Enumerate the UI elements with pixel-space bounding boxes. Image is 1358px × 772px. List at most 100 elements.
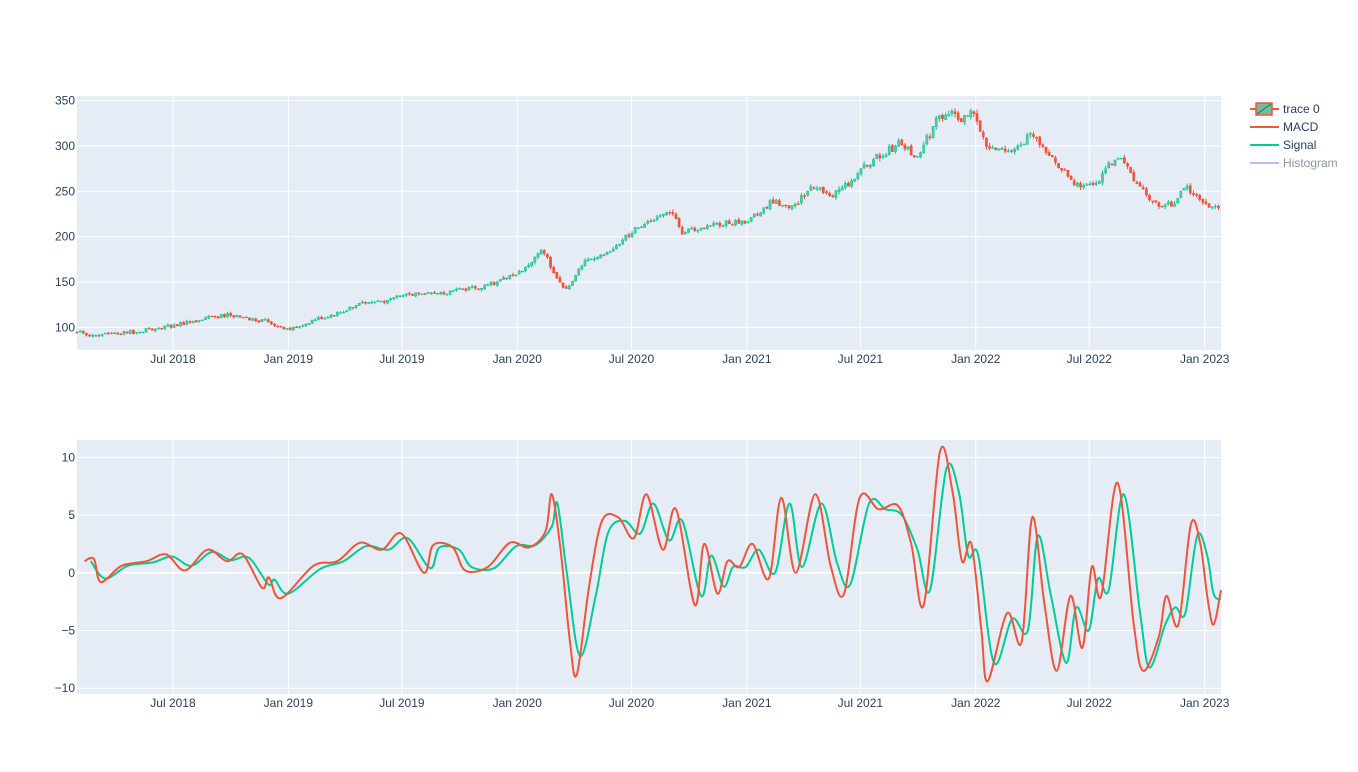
candle-body bbox=[771, 199, 775, 204]
candle-body bbox=[749, 217, 753, 222]
candle-body bbox=[241, 317, 245, 319]
candle-body bbox=[1173, 203, 1176, 207]
candle-body bbox=[809, 186, 813, 191]
candle-body bbox=[831, 195, 835, 198]
candle-body bbox=[285, 328, 289, 330]
candle-body bbox=[430, 292, 433, 294]
y-tick-label: 300 bbox=[55, 139, 75, 153]
legend-item-macd[interactable]: MACD bbox=[1250, 120, 1319, 134]
candle-body bbox=[420, 293, 424, 295]
candle-body bbox=[555, 272, 559, 279]
candle-body bbox=[699, 228, 703, 231]
candle-body bbox=[693, 227, 697, 231]
candle-body bbox=[326, 316, 330, 319]
candle-body bbox=[179, 322, 182, 326]
candle-body bbox=[746, 221, 750, 224]
candle-body bbox=[1188, 185, 1192, 194]
candle-body bbox=[1044, 146, 1048, 153]
candle-body bbox=[947, 114, 951, 116]
candle-body bbox=[288, 327, 292, 331]
candle-body bbox=[1038, 136, 1042, 146]
candle-body bbox=[1192, 193, 1195, 195]
candle-body bbox=[1132, 171, 1136, 182]
candle-body bbox=[1204, 201, 1208, 204]
candle-body bbox=[176, 324, 179, 327]
candle-body bbox=[166, 324, 170, 327]
candle-body bbox=[194, 320, 198, 323]
candle-body bbox=[335, 311, 339, 316]
candle-body bbox=[815, 188, 819, 190]
candle-body bbox=[1119, 158, 1123, 160]
candle-body bbox=[210, 315, 214, 318]
candle-body bbox=[373, 301, 377, 303]
candle-body bbox=[934, 117, 938, 128]
candle-body bbox=[185, 320, 189, 325]
candle-body bbox=[978, 120, 982, 132]
candle-body bbox=[113, 332, 116, 334]
candle-body bbox=[1082, 184, 1085, 188]
candle-body bbox=[696, 230, 700, 232]
candle-body bbox=[872, 159, 875, 167]
x-tick-label: Jan 2021 bbox=[722, 696, 772, 710]
y-tick-label: 5 bbox=[68, 508, 75, 522]
candle-body bbox=[737, 219, 741, 224]
candle-body bbox=[135, 332, 138, 334]
candle-body bbox=[721, 225, 725, 227]
candle-body bbox=[938, 115, 941, 119]
candle-body bbox=[273, 323, 276, 327]
candle-body bbox=[1050, 155, 1054, 158]
candle-body bbox=[426, 292, 430, 294]
candle-body bbox=[687, 228, 690, 233]
candle-body bbox=[574, 275, 577, 282]
candle-body bbox=[912, 155, 916, 158]
candle-body bbox=[520, 270, 524, 273]
candle-body bbox=[204, 317, 207, 320]
candle-body bbox=[191, 320, 195, 323]
legend-item-trace-0[interactable]: trace 0 bbox=[1250, 102, 1320, 116]
candle-body bbox=[825, 191, 828, 194]
candle-body bbox=[916, 156, 919, 158]
candle-body bbox=[1214, 205, 1217, 208]
candle-body bbox=[627, 234, 631, 237]
candle-body bbox=[558, 277, 562, 283]
candle-body bbox=[1195, 193, 1198, 196]
candle-body bbox=[891, 145, 894, 152]
candle-body bbox=[1179, 190, 1183, 198]
candle-body bbox=[304, 323, 308, 327]
candle-body bbox=[963, 115, 966, 123]
candle-body bbox=[282, 326, 286, 330]
candle-body bbox=[235, 315, 239, 317]
legend-item-signal[interactable]: Signal bbox=[1250, 138, 1316, 152]
candle-body bbox=[379, 300, 383, 303]
candle-body bbox=[1141, 187, 1145, 189]
legend-item-histogram[interactable]: Histogram bbox=[1250, 156, 1338, 170]
y-tick-label: 250 bbox=[55, 184, 75, 198]
candle-body bbox=[1201, 198, 1205, 203]
bottom-subplot: 10 5 0 −5 −10 Jul 2018 Jan 2019 Jul 2019 Jan 20… bbox=[55, 440, 1230, 710]
candle-body bbox=[91, 334, 95, 337]
candle-body bbox=[774, 199, 778, 204]
y-tick-label: −10 bbox=[55, 681, 76, 695]
candle-body bbox=[398, 295, 402, 297]
candle-body bbox=[404, 293, 408, 296]
candle-body bbox=[715, 222, 719, 225]
candle-body bbox=[636, 227, 640, 229]
candle-body bbox=[414, 292, 418, 297]
candle-body bbox=[364, 302, 367, 304]
x-tick-label: Jan 2019 bbox=[264, 696, 314, 710]
legend[interactable]: trace 0 MACD Signal Histogram bbox=[1250, 102, 1338, 170]
candle-body bbox=[859, 168, 863, 175]
candle-body bbox=[897, 140, 900, 147]
candle-body bbox=[561, 282, 565, 288]
candle-body bbox=[445, 293, 449, 296]
candle-body bbox=[144, 328, 148, 333]
candle-body bbox=[88, 334, 91, 337]
candle-body bbox=[163, 325, 167, 330]
y-tick-label: 100 bbox=[55, 320, 75, 334]
candle-body bbox=[1069, 175, 1073, 180]
candle-body bbox=[734, 220, 737, 226]
candle-body bbox=[1010, 150, 1013, 152]
candle-body bbox=[448, 290, 452, 295]
macd-signal-lines bbox=[84, 445, 1222, 683]
